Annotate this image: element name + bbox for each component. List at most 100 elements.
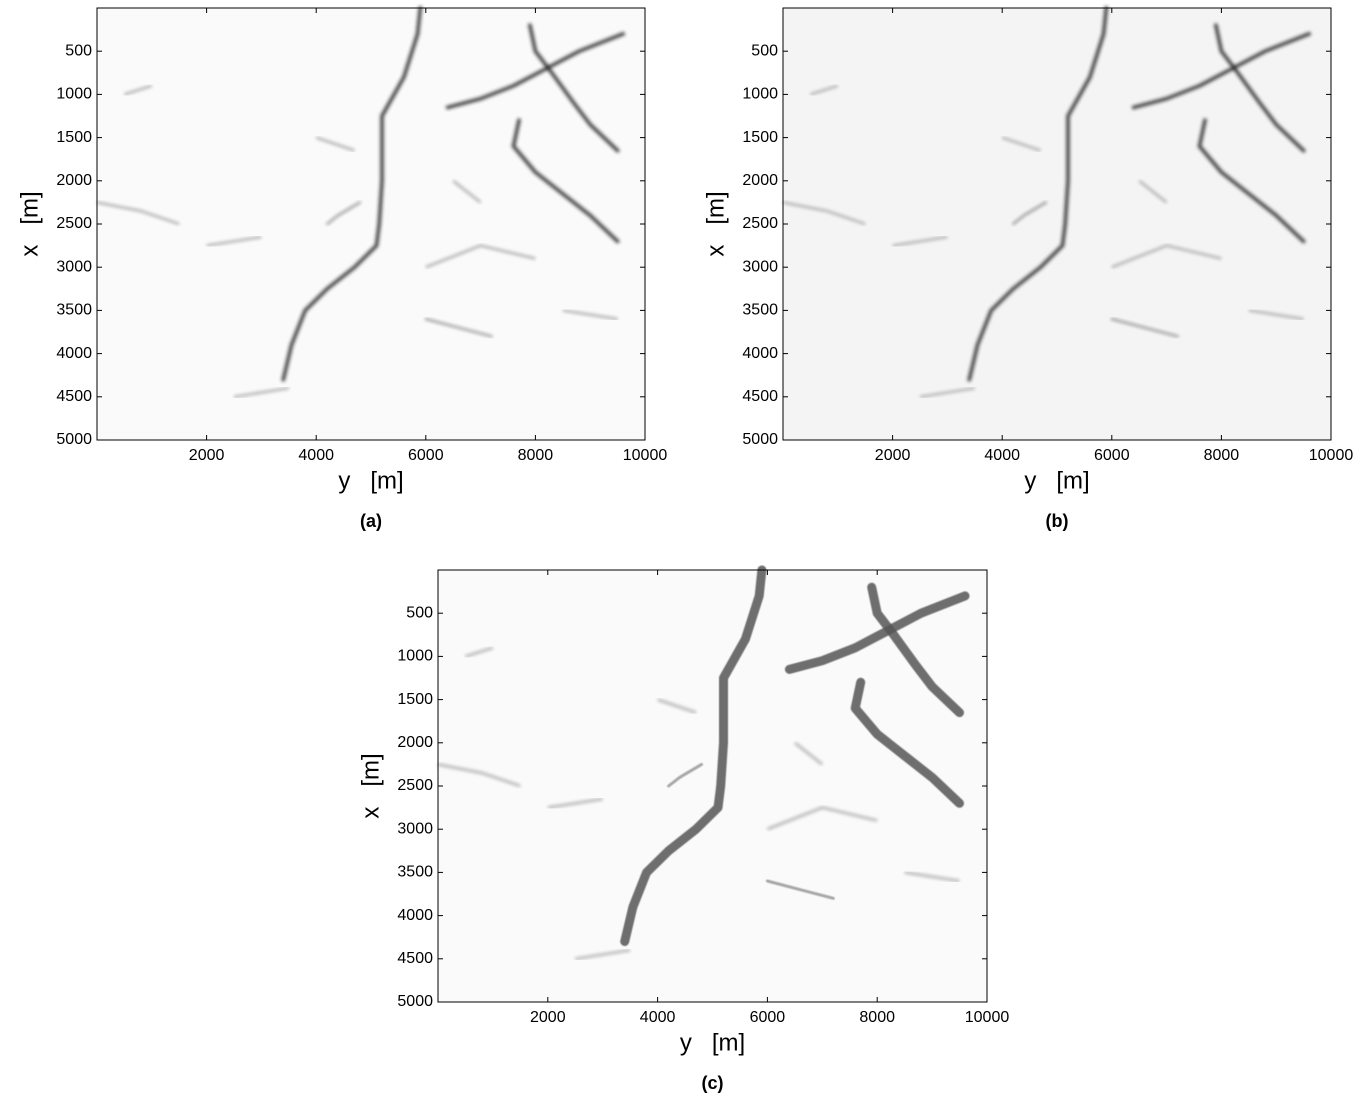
y-axis-label: x [m] (702, 191, 729, 256)
feature-faint (123, 84, 153, 96)
y-tick-label: 2500 (397, 777, 433, 794)
feature-trace (1197, 118, 1306, 244)
feature-faint (425, 244, 536, 269)
feature-trace (620, 565, 767, 946)
feature-trace (527, 23, 620, 153)
feature-trace (1131, 31, 1312, 110)
feature-faint (233, 386, 290, 399)
y-tick-label: 1000 (397, 648, 433, 665)
feature-faint (547, 797, 603, 810)
y-tick-label: 2000 (56, 172, 92, 189)
x-axis-label: y [m] (1024, 467, 1089, 494)
x-tick-label: 2000 (530, 1009, 566, 1026)
feature-faint (657, 698, 697, 715)
feature-faint (919, 386, 976, 399)
y-tick-label: 1000 (56, 86, 92, 103)
panel-caption: (b) (1046, 511, 1069, 531)
y-tick-label: 4000 (397, 907, 433, 924)
y-tick-label: 3000 (742, 258, 778, 275)
y-tick-label: 2500 (742, 215, 778, 232)
x-tick-label: 4000 (984, 447, 1020, 464)
feature-faint (809, 84, 839, 96)
y-tick-label: 4500 (397, 950, 433, 967)
feature-trace (967, 6, 1109, 382)
feature-trace (1213, 23, 1306, 153)
y-tick-label: 5000 (397, 993, 433, 1010)
y-tick-label: 3500 (56, 302, 92, 319)
y-tick-label: 3000 (56, 258, 92, 275)
y-tick-label: 3500 (397, 864, 433, 881)
feature-faint (1138, 179, 1168, 204)
y-tick-label: 500 (751, 42, 778, 59)
feature-trace (784, 591, 970, 674)
y-tick-label: 500 (65, 42, 92, 59)
feature-faint (562, 308, 618, 321)
panel-caption: (c) (702, 1073, 724, 1093)
y-tick-label: 5000 (56, 431, 92, 448)
feature-faint (1001, 136, 1042, 153)
y-axis-label: x [m] (357, 753, 384, 818)
y-axis-label: x [m] (16, 191, 43, 256)
x-axis-label: y [m] (680, 1029, 745, 1056)
feature-faint (575, 948, 631, 961)
y-tick-label: 4000 (742, 345, 778, 362)
feature-trace (445, 31, 626, 110)
feature-trace (867, 582, 964, 718)
y-tick-label: 2000 (742, 172, 778, 189)
feature-trace (667, 762, 703, 788)
feature-trace (424, 318, 493, 338)
feature-trace (511, 118, 620, 244)
feature-faint (437, 762, 521, 788)
x-tick-label: 4000 (298, 447, 334, 464)
x-tick-label: 8000 (1204, 447, 1240, 464)
panel-caption: (a) (360, 511, 382, 531)
x-tick-label: 6000 (750, 1009, 786, 1026)
image-background (783, 8, 1331, 440)
y-tick-label: 5000 (742, 431, 778, 448)
image-background (97, 8, 645, 440)
feature-trace (765, 879, 835, 900)
feature-faint (1111, 244, 1222, 269)
image-panel (782, 6, 1332, 441)
feature-faint (782, 200, 866, 226)
x-tick-label: 4000 (640, 1009, 676, 1026)
feature-trace (281, 6, 423, 382)
x-tick-label: 2000 (875, 447, 911, 464)
y-tick-label: 4500 (56, 388, 92, 405)
feature-faint (793, 741, 824, 766)
x-tick-label: 8000 (859, 1009, 895, 1026)
y-tick-label: 500 (406, 604, 433, 621)
x-tick-label: 10000 (965, 1009, 1010, 1026)
image-panel (96, 6, 646, 441)
y-tick-label: 1500 (397, 691, 433, 708)
feature-faint (892, 235, 948, 248)
y-tick-label: 1500 (56, 129, 92, 146)
y-tick-label: 4500 (742, 388, 778, 405)
y-tick-label: 2500 (56, 215, 92, 232)
y-tick-label: 1500 (742, 129, 778, 146)
feature-trace (1012, 201, 1047, 225)
feature-faint (315, 136, 356, 153)
feature-faint (1248, 308, 1304, 321)
x-tick-label: 2000 (189, 447, 225, 464)
x-tick-label: 6000 (408, 447, 444, 464)
feature-faint (766, 806, 878, 831)
feature-faint (206, 235, 262, 248)
feature-faint (464, 646, 494, 658)
feature-faint (452, 179, 482, 204)
x-tick-label: 6000 (1094, 447, 1130, 464)
y-tick-label: 2000 (397, 734, 433, 751)
x-tick-label: 10000 (623, 447, 668, 464)
y-tick-label: 3500 (742, 302, 778, 319)
x-tick-label: 10000 (1309, 447, 1354, 464)
feature-faint (96, 200, 180, 226)
feature-trace (850, 677, 964, 808)
y-tick-label: 1000 (742, 86, 778, 103)
feature-trace (326, 201, 361, 225)
image-panel (437, 565, 988, 1003)
y-tick-label: 3000 (397, 820, 433, 837)
x-axis-label: y [m] (338, 467, 403, 494)
feature-trace (1110, 318, 1179, 338)
y-tick-label: 4000 (56, 345, 92, 362)
